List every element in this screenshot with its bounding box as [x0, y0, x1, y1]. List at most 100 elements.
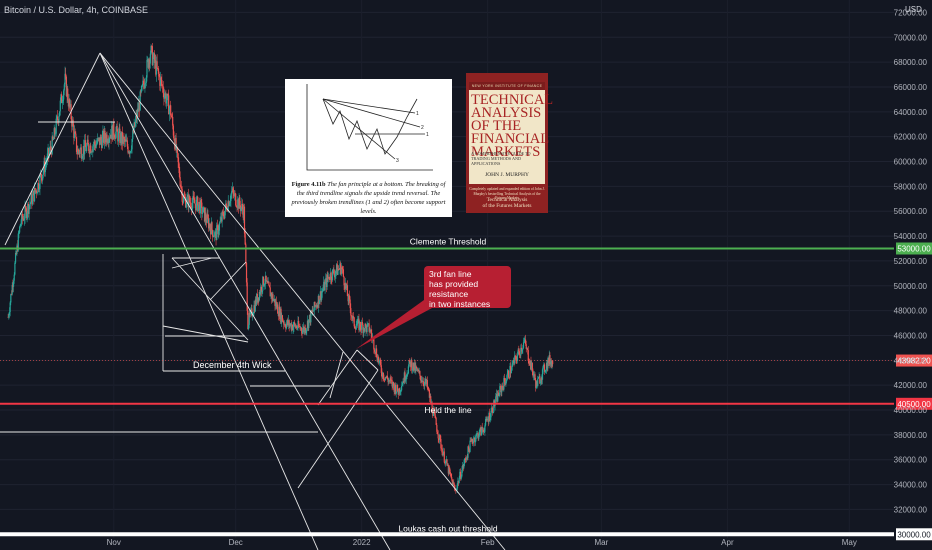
candle-body — [298, 326, 300, 328]
candle-body — [428, 388, 430, 391]
channel-lower — [297, 369, 379, 489]
candle-body — [30, 194, 32, 203]
candle-body — [405, 379, 407, 381]
candle-body — [439, 434, 441, 440]
candle-body — [378, 361, 380, 363]
candle-body — [67, 88, 69, 101]
candle-body — [75, 133, 77, 138]
candle-body — [257, 297, 259, 303]
candle-body — [222, 211, 224, 213]
candle-body — [529, 361, 531, 366]
candle-body — [46, 153, 49, 162]
candle-body — [118, 128, 120, 132]
candle-body — [400, 390, 402, 392]
price-tick-label: 64000.00 — [894, 108, 928, 117]
candle-body — [396, 384, 398, 392]
time-tick-label: May — [842, 538, 857, 547]
candle-body — [535, 380, 537, 388]
candle-body — [436, 424, 438, 432]
candle-body — [407, 373, 409, 375]
candle-body — [327, 275, 329, 279]
candle-body — [172, 116, 174, 126]
candle-body — [14, 262, 16, 275]
candle-body — [438, 438, 440, 440]
candle-body — [105, 138, 107, 143]
candle-body — [459, 471, 462, 479]
candle-body — [314, 301, 316, 307]
candle-body — [196, 197, 198, 200]
candle-body — [482, 429, 485, 433]
candle-body — [46, 161, 48, 163]
candle-body — [413, 362, 416, 370]
candle-body — [404, 372, 406, 381]
price-tick-label: 60000.00 — [894, 158, 928, 167]
candle-body — [96, 143, 98, 145]
candle-body — [113, 122, 115, 136]
candle-body — [273, 300, 275, 301]
candle-body — [346, 285, 349, 297]
price-tick-label: 38000.00 — [894, 431, 928, 440]
candle-body — [194, 203, 196, 205]
candle-body — [374, 351, 376, 354]
price-tick-label: 42000.00 — [894, 381, 928, 390]
candle-body — [49, 146, 51, 152]
candle-body — [409, 360, 411, 362]
candle-body — [477, 433, 479, 439]
candle-body — [99, 137, 101, 145]
candle-body — [427, 387, 429, 389]
candle-body — [423, 383, 425, 386]
candle-body — [180, 186, 183, 189]
fan-label-4: 1 — [426, 132, 429, 138]
candle-body — [476, 433, 478, 435]
candle-body — [95, 144, 97, 148]
candle-body — [545, 362, 548, 371]
candle-body — [31, 195, 34, 205]
candle-body — [343, 276, 345, 286]
candle-body — [225, 203, 227, 206]
candle-body — [509, 366, 511, 378]
candle-body — [62, 99, 64, 102]
candle-body — [176, 147, 178, 151]
candle-body — [345, 282, 347, 288]
candle-body — [411, 369, 414, 371]
candle-body — [110, 134, 112, 139]
candle-body — [224, 210, 226, 219]
candle-body — [505, 381, 507, 385]
candle-body — [319, 299, 321, 304]
candle-body — [254, 299, 256, 312]
candle-body — [115, 125, 118, 132]
candle-body — [102, 130, 104, 136]
candle-body — [434, 415, 437, 419]
candle-body — [527, 350, 529, 361]
candle-body — [417, 369, 420, 372]
candle-body — [245, 262, 248, 283]
candle-body — [210, 222, 212, 235]
candle-body — [390, 379, 393, 381]
candle-body — [533, 375, 535, 377]
candle-body — [510, 366, 512, 374]
candle-body — [155, 61, 158, 75]
candle-body — [415, 366, 417, 372]
candle-body — [213, 236, 215, 237]
candle-body — [386, 375, 388, 379]
candle-body — [300, 327, 302, 331]
candle-body — [522, 347, 524, 350]
candle-body — [86, 145, 88, 151]
candle-body — [472, 441, 474, 444]
candle-body — [311, 310, 313, 313]
candle-body — [470, 440, 472, 442]
candle-body — [104, 130, 106, 139]
candle-body — [356, 323, 358, 326]
candle-body — [245, 244, 247, 263]
price-tick-label: 34000.00 — [894, 481, 928, 490]
candle-body — [26, 213, 28, 218]
candle-body — [313, 301, 315, 311]
figure-caption: Figure 4.11b The fan principle at a bott… — [287, 180, 450, 216]
candle-body — [501, 386, 504, 388]
candle-body — [309, 314, 311, 323]
candle-body — [291, 325, 294, 331]
rally-trendline — [4, 52, 101, 246]
candle-body — [101, 135, 103, 148]
candle-body — [73, 131, 76, 139]
